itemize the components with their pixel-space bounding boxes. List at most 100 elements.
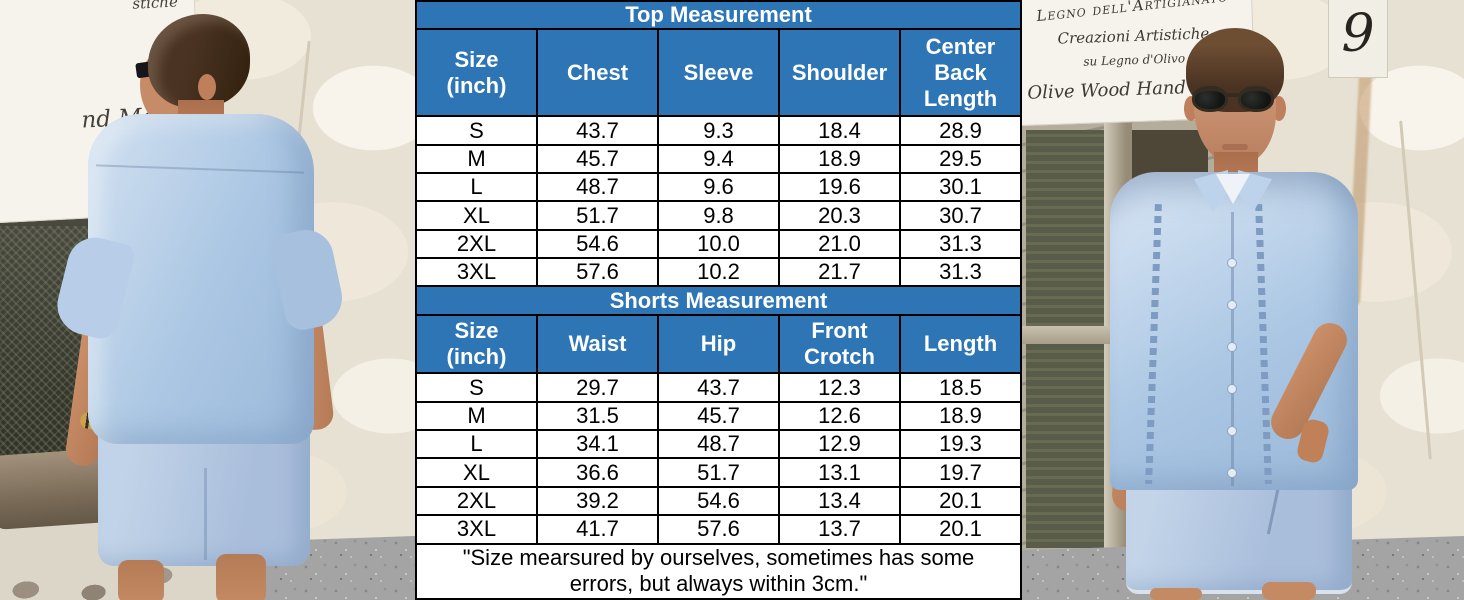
shirt-button xyxy=(1227,426,1237,436)
cell: M xyxy=(415,400,538,432)
sunglasses xyxy=(1190,86,1280,116)
column-header-row: Size (inch) Waist Hip Front Crotch Length xyxy=(415,313,1022,375)
sunglasses-lens xyxy=(1238,86,1274,112)
cell: 20.1 xyxy=(899,485,1022,517)
size-chart-table: Top Measurement Size (inch) Chest Sleeve Sh… xyxy=(415,0,1022,600)
shirt-yoke-seam xyxy=(96,164,304,174)
shorts-back xyxy=(98,426,310,566)
note-section: "Size mearsured by ourselves, sometimes … xyxy=(415,542,1022,600)
cell: 28.9 xyxy=(899,115,1022,146)
cell: L xyxy=(415,172,538,203)
cell: 21.7 xyxy=(778,257,901,288)
table-row: 3XL 41.7 57.6 13.7 20.1 xyxy=(415,514,1022,545)
cell: 9.6 xyxy=(657,172,780,203)
cell: L xyxy=(415,429,538,460)
cell: 18.9 xyxy=(778,143,901,175)
cell: 13.1 xyxy=(778,457,901,488)
column-header: Sleeve xyxy=(657,28,780,118)
cell: 51.7 xyxy=(536,200,659,231)
cell: 29.7 xyxy=(536,372,659,403)
cell: 18.4 xyxy=(778,115,901,146)
section-title-row: Shorts Measurement xyxy=(415,285,1022,316)
column-header: Center Back Length xyxy=(899,28,1022,118)
cell: 51.7 xyxy=(657,457,780,488)
cell: 2XL xyxy=(415,485,538,517)
cell: 43.7 xyxy=(536,115,659,146)
cell: 30.1 xyxy=(899,172,1022,203)
table-row: XL 36.6 51.7 13.1 19.7 xyxy=(415,457,1022,488)
cell: 43.7 xyxy=(657,372,780,403)
cell: XL xyxy=(415,457,538,488)
column-header: Front Crotch xyxy=(778,313,901,375)
shirt-button xyxy=(1227,342,1237,352)
measurement-note: "Size mearsured by ourselves, sometimes … xyxy=(415,542,1022,600)
shirt-button xyxy=(1227,468,1237,478)
cell: 39.2 xyxy=(536,485,659,517)
cell: 36.6 xyxy=(536,457,659,488)
shorts-measurement-rows: S 29.7 43.7 12.3 18.5 M 31.5 45.7 12.6 18.9 L 34.1 4… xyxy=(415,372,1022,545)
column-header: Chest xyxy=(536,28,659,118)
table-row: L 34.1 48.7 12.9 19.3 xyxy=(415,429,1022,460)
column-header: Waist xyxy=(536,313,659,375)
cell: 31.3 xyxy=(899,257,1022,288)
column-header: Size (inch) xyxy=(415,28,538,118)
table-row: M 45.7 9.4 18.9 29.5 xyxy=(415,143,1022,175)
cell: 29.5 xyxy=(899,143,1022,175)
left-product-photo: stiche livo nd Made xyxy=(0,0,415,600)
cell: 57.6 xyxy=(536,257,659,288)
cell: 21.0 xyxy=(778,228,901,260)
cell: 45.7 xyxy=(657,400,780,432)
size-chart: Top Measurement Size (inch) Chest Sleeve Sh… xyxy=(415,0,1022,600)
cell: 19.6 xyxy=(778,172,901,203)
cell: 45.7 xyxy=(536,143,659,175)
shorts-measurement-title: Shorts Measurement xyxy=(415,285,1022,316)
cell: 3XL xyxy=(415,514,538,545)
model-mouth xyxy=(1222,144,1248,150)
cell: 19.3 xyxy=(899,429,1022,460)
cell: 9.3 xyxy=(657,115,780,146)
column-header: Hip xyxy=(657,313,780,375)
cell: 41.7 xyxy=(536,514,659,545)
cell: 3XL xyxy=(415,257,538,288)
cell: 9.8 xyxy=(657,200,780,231)
cell: 19.7 xyxy=(899,457,1022,488)
cell: 2XL xyxy=(415,228,538,260)
cell: 20.1 xyxy=(899,514,1022,545)
sunglasses-bridge xyxy=(1226,93,1240,97)
cell: 31.3 xyxy=(899,228,1022,260)
cell: 12.6 xyxy=(778,400,901,432)
table-row: 2XL 39.2 54.6 13.4 20.1 xyxy=(415,485,1022,517)
column-header: Shoulder xyxy=(778,28,901,118)
shorts-seam xyxy=(204,468,207,560)
cell: S xyxy=(415,372,538,403)
shirt-button xyxy=(1227,384,1237,394)
cell: 31.5 xyxy=(536,400,659,432)
top-measurement-header: Top Measurement Size (inch) Chest Sleeve Sh… xyxy=(415,0,1022,118)
right-product-photo: Legno dell'Artigianato Creazioni Artisti… xyxy=(1022,0,1464,600)
house-number: 9 xyxy=(1341,4,1375,64)
cell: 12.9 xyxy=(778,429,901,460)
section-title-row: Top Measurement xyxy=(415,0,1022,31)
cell: 13.4 xyxy=(778,485,901,517)
shirt-button xyxy=(1227,300,1237,310)
cell: 57.6 xyxy=(657,514,780,545)
cell: S xyxy=(415,115,538,146)
model-leg xyxy=(216,554,266,600)
cell: 54.6 xyxy=(657,485,780,517)
cell: 9.4 xyxy=(657,143,780,175)
model-leg xyxy=(1150,588,1202,600)
cell: 54.6 xyxy=(536,228,659,260)
cell: 10.2 xyxy=(657,257,780,288)
column-header: Length xyxy=(899,313,1022,375)
cell: 48.7 xyxy=(536,172,659,203)
table-row: 3XL 57.6 10.2 21.7 31.3 xyxy=(415,257,1022,288)
cell: 10.0 xyxy=(657,228,780,260)
cell: M xyxy=(415,143,538,175)
model-leg xyxy=(118,560,164,600)
column-header: Size (inch) xyxy=(415,313,538,375)
sunglasses-lens xyxy=(1192,86,1228,112)
column-header-row: Size (inch) Chest Sleeve Shoulder Center Bac… xyxy=(415,28,1022,118)
cell: 34.1 xyxy=(536,429,659,460)
table-row: XL 51.7 9.8 20.3 30.7 xyxy=(415,200,1022,231)
top-measurement-rows: S 43.7 9.3 18.4 28.9 M 45.7 9.4 18.9 29.5 L 48.7 9.6… xyxy=(415,115,1022,288)
